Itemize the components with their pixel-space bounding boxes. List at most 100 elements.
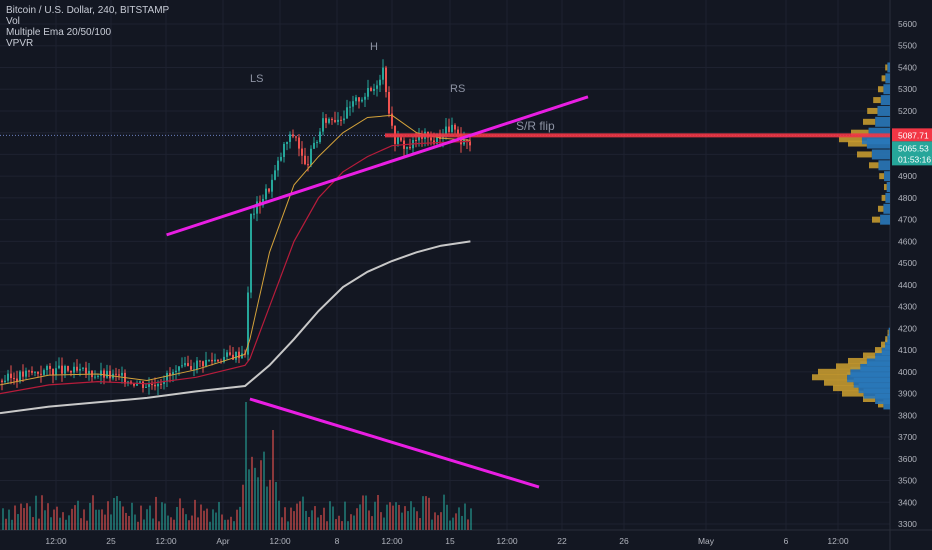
candle-body [430, 137, 432, 141]
candle-body [451, 124, 453, 132]
volume-bar [35, 495, 37, 530]
candle-body [433, 140, 435, 144]
candle-body [457, 129, 459, 134]
candle-body [325, 118, 327, 123]
volume-bar [20, 503, 22, 530]
y-tick-label: 4600 [898, 236, 917, 246]
x-tick-label: May [698, 536, 715, 546]
candle-body [172, 372, 174, 376]
candle-body [28, 370, 30, 372]
volume-bar [74, 505, 76, 530]
candle-body [118, 374, 120, 376]
volume-bar [146, 509, 148, 530]
volume-bar [419, 518, 421, 530]
candle-body [73, 366, 75, 373]
volume-bar [89, 502, 91, 530]
candle-body [322, 118, 324, 132]
candle-body [364, 96, 366, 100]
candle-body [106, 370, 108, 378]
volume-bar [185, 514, 187, 530]
indicator-ema[interactable]: Multiple Ema 20/50/100 [6, 27, 112, 38]
volume-bar [248, 469, 250, 530]
resistance-price-label: 5087.71 [898, 130, 929, 140]
volume-bar [209, 521, 211, 530]
vpvr-up-bar [888, 327, 890, 338]
volume-bar [125, 512, 127, 530]
volume-bar [134, 514, 136, 530]
vpvr-down-bar [824, 379, 854, 386]
volume-bar [281, 517, 283, 530]
y-tick-label: 3300 [898, 519, 917, 529]
candle-body [373, 88, 375, 91]
y-tick-label: 3400 [898, 497, 917, 507]
volume-bar [467, 519, 469, 530]
candle-body [40, 373, 42, 375]
candle-body [100, 370, 102, 376]
volume-bar [407, 511, 409, 530]
volume-bar [227, 519, 229, 530]
vpvr-down-bar [875, 347, 882, 354]
vpvr-down-bar [872, 216, 881, 223]
vpvr-up-bar [886, 182, 890, 193]
y-tick-label: 3600 [898, 454, 917, 464]
y-tick-label: 3800 [898, 410, 917, 420]
candle-body [376, 85, 378, 89]
candle-body [19, 371, 21, 382]
neckline-trendline [166, 95, 589, 237]
x-tick-label: 26 [619, 536, 629, 546]
candle-body [13, 378, 15, 380]
volume-bar [380, 512, 382, 530]
volume-bar [287, 521, 289, 530]
candle-body [199, 360, 201, 362]
candle-body [316, 142, 318, 144]
volume-bar [458, 507, 460, 530]
volume-bar [305, 510, 307, 530]
candle-body [379, 79, 381, 86]
volume-bar [395, 502, 397, 530]
volume-bar [212, 509, 214, 530]
x-tick-label: 12:00 [269, 536, 291, 546]
vpvr-down-bar [869, 162, 879, 169]
volume-bar [200, 504, 202, 530]
y-tick-label: 4700 [898, 215, 917, 225]
volume-bar [251, 456, 253, 530]
indicator-vol[interactable]: Vol [6, 16, 20, 27]
volume-bar [170, 517, 172, 530]
volume-bar [332, 506, 334, 530]
volume-bar [59, 517, 61, 530]
volume-bar [221, 514, 223, 530]
candle-body [232, 354, 234, 360]
volume-bar [377, 494, 379, 530]
volume-bar [8, 509, 10, 530]
volume-bar [113, 497, 115, 530]
candle-body [169, 373, 171, 376]
volume-bar [230, 516, 232, 530]
vpvr-up-bar [878, 160, 890, 171]
candle-body [319, 131, 321, 143]
candle-body [139, 381, 141, 383]
volume-bar [425, 496, 427, 530]
volume-bar [176, 506, 178, 530]
vpvr-down-bar [885, 64, 888, 71]
vpvr-down-bar [878, 401, 884, 408]
volume-bar [245, 402, 247, 530]
indicator-vpvr[interactable]: VPVR [6, 38, 34, 49]
candle-body [43, 370, 45, 375]
volume-bar [77, 500, 79, 530]
volume-bar [266, 486, 268, 530]
volume-bar [398, 504, 400, 530]
candle-body [160, 383, 162, 385]
volume-bar [41, 495, 43, 530]
y-tick-label: 5200 [898, 106, 917, 116]
candle-body [331, 118, 333, 121]
candle-body [1, 380, 3, 383]
candle-body [253, 213, 255, 215]
volume-bar [374, 501, 376, 530]
volume-bar [158, 521, 160, 530]
candle-body [289, 134, 291, 142]
ema100-line [0, 240, 471, 415]
volume-bar [311, 510, 313, 530]
x-tick-label: 12:00 [496, 536, 518, 546]
candle-body [148, 384, 150, 387]
